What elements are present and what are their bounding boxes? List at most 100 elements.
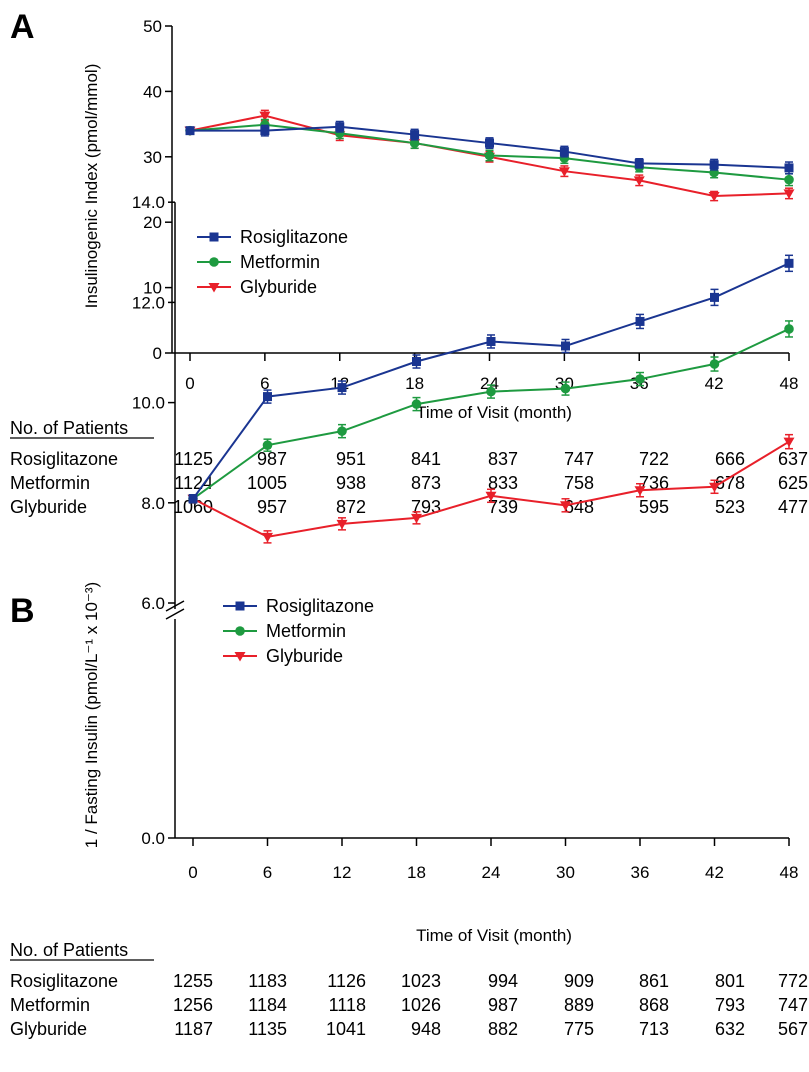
data-point <box>409 138 420 148</box>
data-point <box>260 126 270 136</box>
patient-count: 873 <box>411 473 441 493</box>
x-tick-label: 18 <box>405 374 424 393</box>
patient-count: 889 <box>564 995 594 1015</box>
patient-count: 987 <box>257 449 287 469</box>
x-axis-label: Time of Visit (month) <box>416 403 572 422</box>
patient-count: 801 <box>715 971 745 991</box>
data-point <box>560 383 571 394</box>
y-tick-label: 6.0 <box>141 594 165 613</box>
patient-count: 775 <box>564 1019 594 1039</box>
patient-count: 909 <box>564 971 594 991</box>
legend-label: Rosiglitazone <box>240 227 348 247</box>
series-rosiglitazone <box>185 120 794 175</box>
data-point <box>708 192 720 202</box>
x-tick-label: 0 <box>185 374 194 393</box>
patient-count: 739 <box>488 497 518 517</box>
y-tick-label: 30 <box>143 148 162 167</box>
axis-break-mark <box>165 608 185 620</box>
legend-marker <box>234 652 246 662</box>
y-tick-label: 14.0 <box>132 193 165 212</box>
data-point <box>633 176 645 186</box>
data-point <box>709 359 720 369</box>
data-point <box>337 426 347 436</box>
legend-marker <box>209 232 219 242</box>
patient-count: 666 <box>715 449 745 469</box>
data-point <box>634 486 646 496</box>
data-point <box>635 374 645 384</box>
data-point <box>783 437 795 448</box>
x-tick-label: 42 <box>705 863 724 882</box>
y-tick-label: 12.0 <box>132 293 165 312</box>
series-rosiglitazone <box>188 254 794 504</box>
patient-count: 1256 <box>173 995 213 1015</box>
patient-count: 625 <box>778 473 808 493</box>
y-axis: 0.0 6.0 8.0 10.0 12.0 14.0 <box>132 193 185 848</box>
patient-count: 1126 <box>327 971 366 991</box>
data-point <box>410 130 420 140</box>
patient-count: 841 <box>411 449 441 469</box>
patient-count: 833 <box>488 473 518 493</box>
y-tick-label: 0 <box>153 344 162 363</box>
x-tick-label: 48 <box>780 374 799 393</box>
legend-label: Glyburide <box>266 646 343 666</box>
data-point <box>709 482 720 493</box>
series-group <box>184 109 795 202</box>
data-point <box>485 138 494 148</box>
x-tick-label: 48 <box>780 863 799 882</box>
patient-count: 1183 <box>248 971 287 991</box>
table-row: Rosiglitazone 1255 1183 1126 1023 994 909 861 80… <box>10 971 808 991</box>
patient-count: 957 <box>257 497 287 517</box>
patient-count: 882 <box>488 1019 518 1039</box>
data-point <box>635 316 645 326</box>
data-point <box>263 392 272 402</box>
data-point <box>262 440 273 450</box>
panel-label: B <box>10 592 35 630</box>
patient-count: 1005 <box>247 473 287 493</box>
y-axis: 0 10 20 30 40 50 <box>143 17 173 363</box>
data-point <box>559 147 569 157</box>
table-row: Glyburide 1187 1135 1041 948 882 775 713 632 567 <box>10 1019 808 1039</box>
patient-count: 1187 <box>174 1019 213 1039</box>
patient-count: 713 <box>639 1019 669 1039</box>
patient-count: 938 <box>336 473 366 493</box>
y-tick-label: 40 <box>143 82 162 101</box>
patient-count: 1135 <box>248 1019 287 1039</box>
x-tick-label: 6 <box>260 374 269 393</box>
patient-count: 987 <box>488 995 518 1015</box>
patient-count: 637 <box>778 449 808 469</box>
row-label: Rosiglitazone <box>10 971 118 991</box>
patient-count: 477 <box>778 497 808 517</box>
legend-label: Metformin <box>240 252 320 272</box>
patient-count: 1125 <box>174 449 213 469</box>
y-axis-label: 1 / Fasting Insulin (pmol/L⁻¹ x 10⁻³) <box>82 582 101 848</box>
data-point <box>335 122 345 132</box>
legend-marker <box>208 283 220 293</box>
series-group <box>187 254 795 544</box>
patient-count: 948 <box>411 1019 441 1039</box>
row-label: Metformin <box>10 995 90 1015</box>
patient-count: 632 <box>715 1019 745 1039</box>
data-point <box>337 383 347 393</box>
data-point <box>709 160 719 170</box>
patients-table-title: No. of Patients <box>10 418 128 438</box>
patient-count: 872 <box>336 497 366 517</box>
patient-count: 567 <box>778 1019 808 1039</box>
patients-table: No. of Patients Rosiglitazone 1255 1183 1126… <box>10 940 808 1039</box>
data-point <box>560 501 571 511</box>
legend-label: Glyburide <box>240 277 317 297</box>
panel-b-fasting-insulin-chart: B 0.0 6.0 8.0 10.0 12.0 14.0 1 / Fasting Insuli… <box>10 193 808 1039</box>
patient-count: 1041 <box>326 1019 366 1039</box>
data-point <box>485 491 497 502</box>
patient-count: 861 <box>639 971 669 991</box>
patient-count: 1184 <box>248 995 287 1015</box>
data-point <box>486 336 496 346</box>
patient-count: 772 <box>778 971 808 991</box>
patient-count: 747 <box>778 995 808 1015</box>
data-point <box>710 292 719 302</box>
panel-a-insulinogenic-index-chart: A 0 10 20 30 40 50 Insulinogenic Index (pmol/mm… <box>10 8 808 517</box>
x-tick-label: 36 <box>631 863 650 882</box>
y-tick-label: 10 <box>143 279 162 298</box>
patient-count: 1124 <box>174 473 213 493</box>
data-point <box>411 399 422 409</box>
patient-count: 793 <box>715 995 745 1015</box>
